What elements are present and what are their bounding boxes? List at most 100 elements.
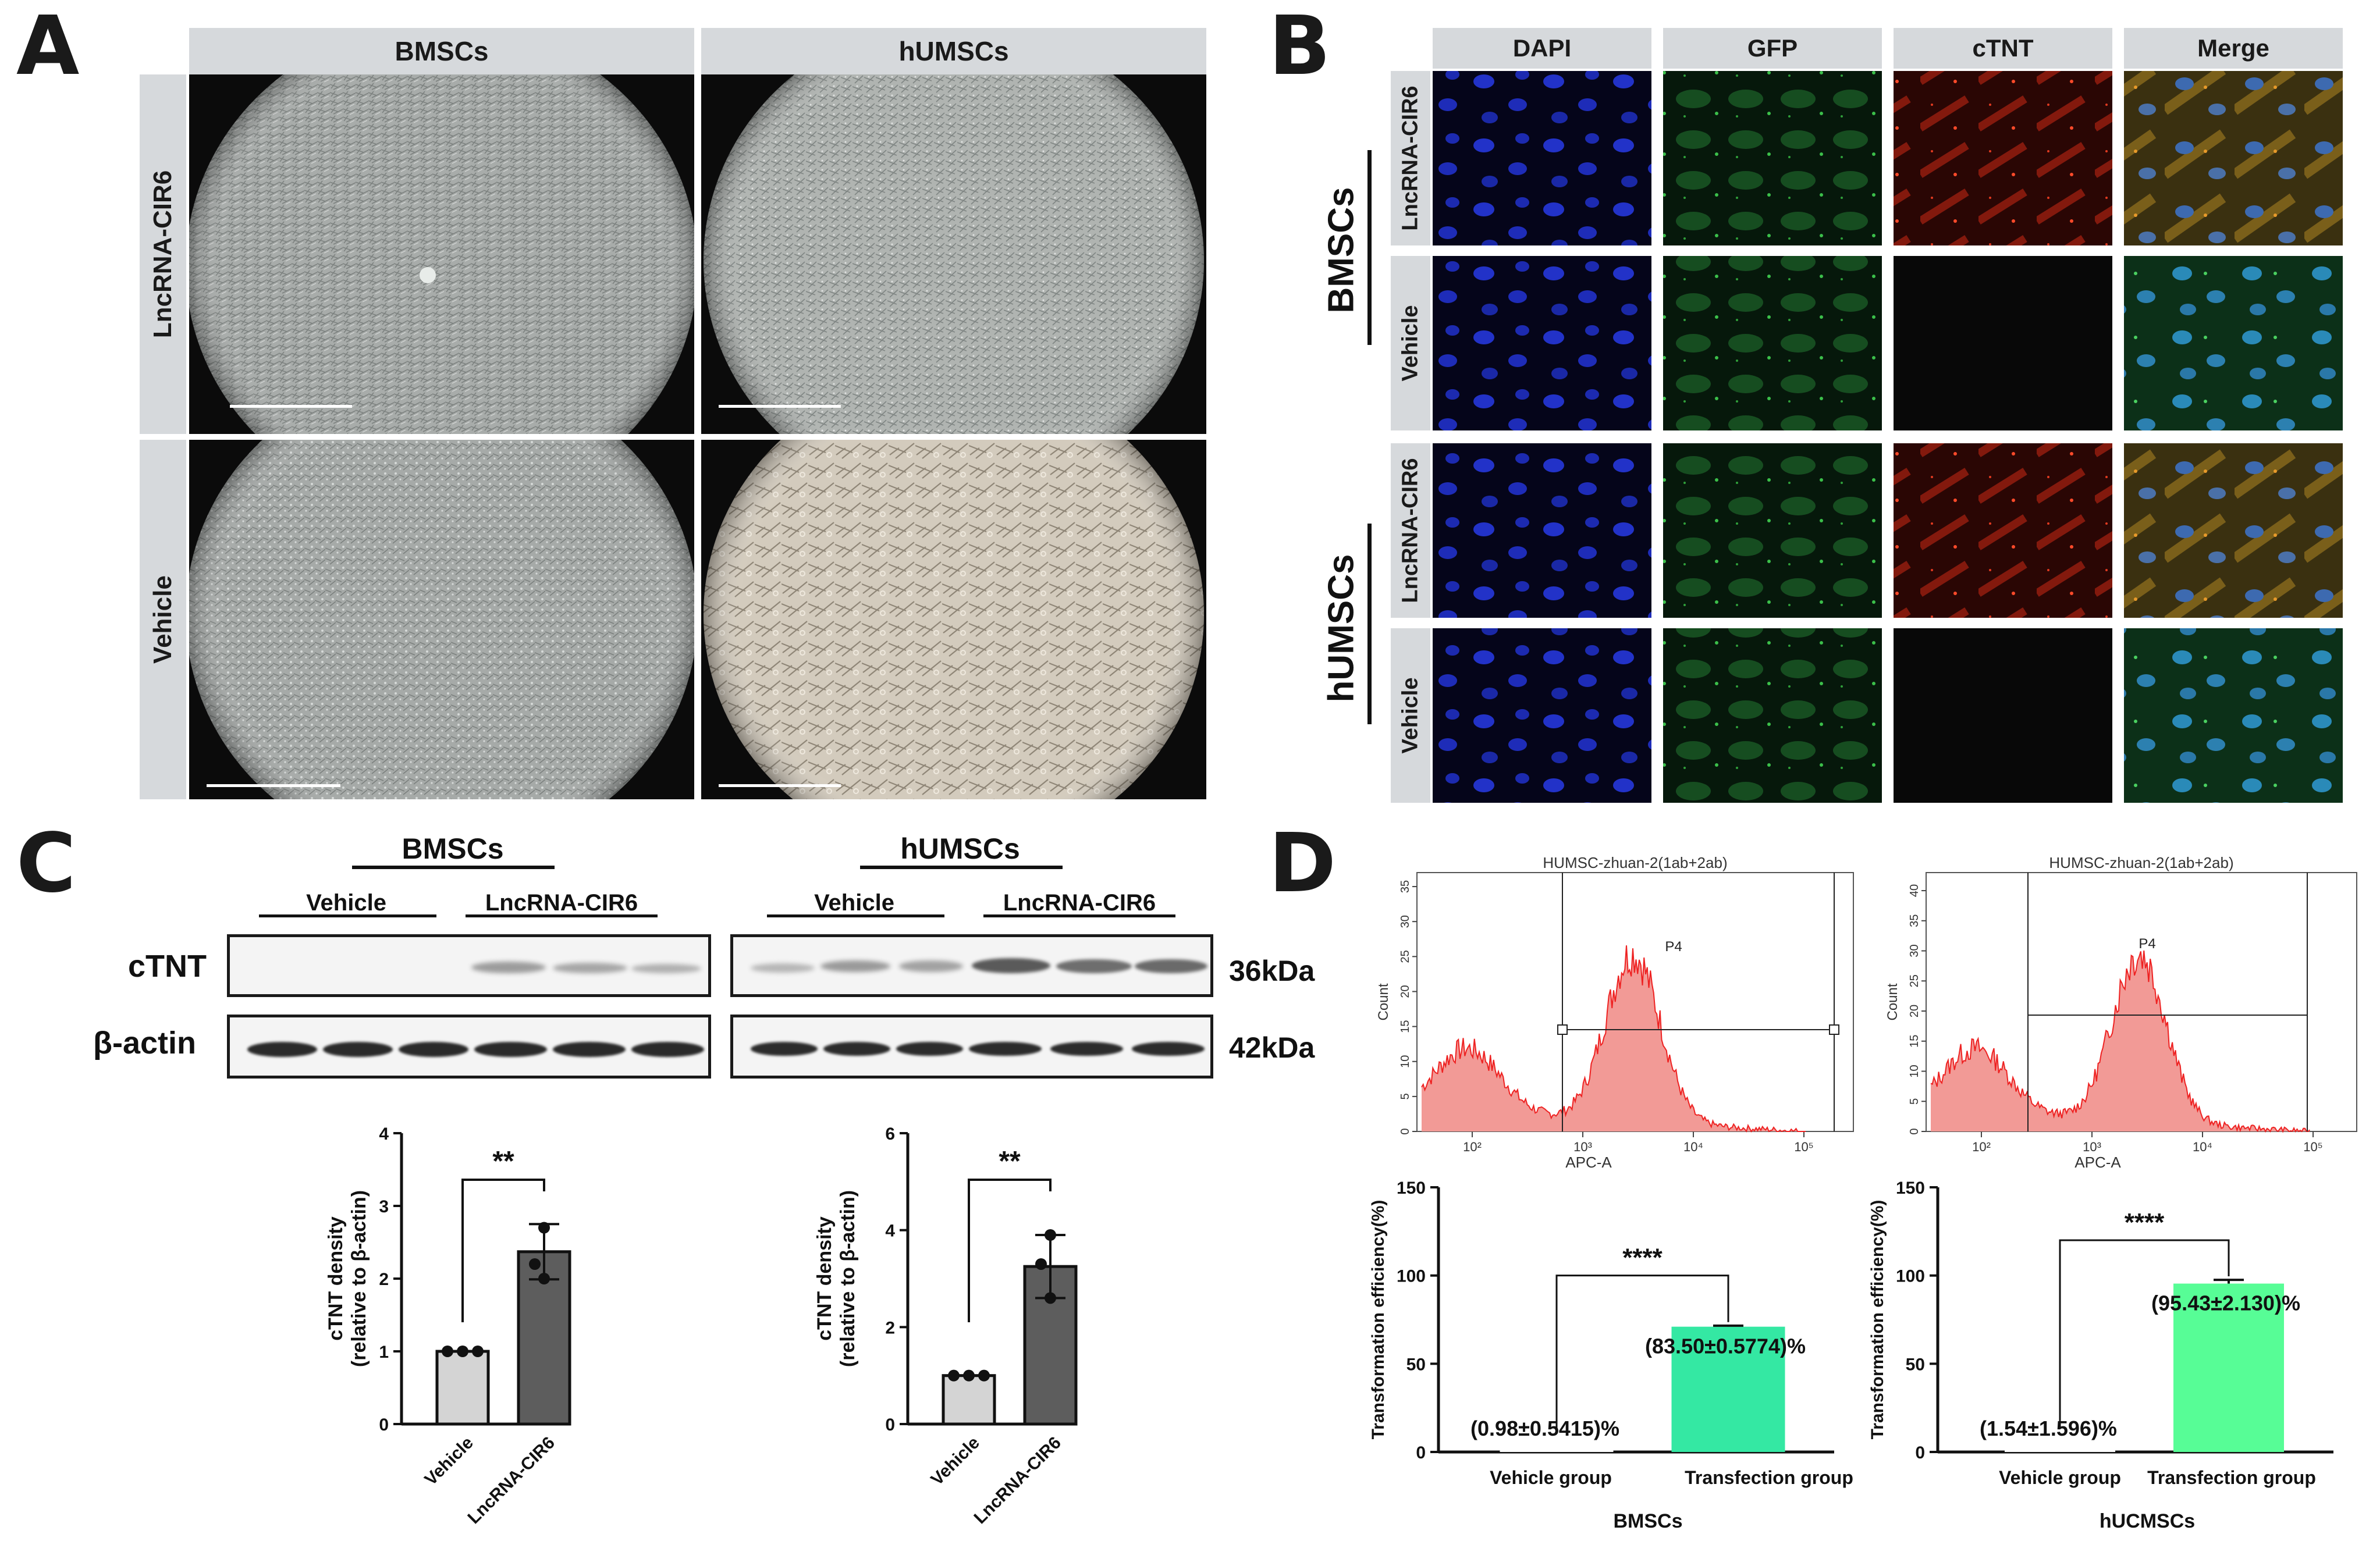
y-tick-label: 40 bbox=[1908, 884, 1921, 897]
blot-band bbox=[972, 958, 1050, 973]
fluorescence-grid bbox=[1433, 71, 2343, 803]
blot-actin-bmscs bbox=[227, 1015, 711, 1079]
y-tick-label: 2 bbox=[379, 1270, 389, 1289]
blot-band bbox=[631, 964, 701, 973]
chart-d-left: 0 50 100 150 Transformation efficiency(%) Veh… bbox=[1369, 1179, 1853, 1532]
x-tick-label: 10⁴ bbox=[1683, 1140, 1703, 1154]
col-header-dapi: DAPI bbox=[1433, 28, 1651, 69]
blot-band bbox=[823, 1042, 890, 1056]
y-tick-label: 100 bbox=[1397, 1267, 1426, 1286]
flow-histogram: HUMSC-zhuan-2(1ab+2ab) 0 5 10 15 20 25 30 35 Coun… bbox=[1376, 854, 1854, 1171]
micrograph-bmscs-lncrna bbox=[189, 74, 694, 434]
significance-bracket bbox=[1555, 1275, 1729, 1429]
y-tick-label: 4 bbox=[379, 1124, 389, 1144]
row-label-beta-actin: β-actin bbox=[93, 1026, 196, 1060]
x-tick-label: Vehicle group bbox=[1999, 1467, 2121, 1488]
y-tick-label: 30 bbox=[1399, 915, 1412, 928]
ctnt-image bbox=[1894, 443, 2112, 618]
y-tick-label: 150 bbox=[1896, 1179, 1925, 1198]
data-point bbox=[529, 1258, 541, 1270]
dapi-image bbox=[1433, 443, 1651, 618]
col-header-ctnt: cTNT bbox=[1894, 28, 2112, 69]
x-axis-label: APC-A bbox=[1565, 1154, 1612, 1171]
data-point bbox=[1045, 1229, 1056, 1241]
blot-band bbox=[631, 1042, 704, 1057]
gfp-image bbox=[1663, 628, 1882, 803]
gate-label: P4 bbox=[1665, 939, 1682, 955]
micrograph-humscs-vehicle bbox=[701, 440, 1206, 799]
y-tick-label: 5 bbox=[1908, 1098, 1921, 1105]
x-tick-label: 10² bbox=[1463, 1140, 1482, 1154]
blot-band bbox=[474, 1042, 547, 1057]
y-tick-label: 10 bbox=[1399, 1055, 1412, 1068]
merge-image bbox=[2124, 71, 2343, 245]
significance-stars: **** bbox=[2125, 1208, 2165, 1237]
y-tick-label: 20 bbox=[1908, 1005, 1921, 1017]
data-point bbox=[472, 1346, 484, 1357]
y-tick-label: 35 bbox=[1908, 914, 1921, 927]
dapi-image bbox=[1433, 628, 1651, 803]
y-tick-label: 20 bbox=[1399, 985, 1412, 998]
significance-bracket bbox=[2059, 1239, 2230, 1429]
group-bracket bbox=[1367, 150, 1372, 345]
value-label: (95.43±2.130)% bbox=[2151, 1291, 2300, 1315]
significance-bracket bbox=[968, 1179, 1052, 1322]
scale-bar bbox=[719, 405, 841, 408]
blot-band bbox=[969, 1042, 1042, 1056]
micrograph-field bbox=[704, 74, 1204, 434]
micrograph-bmscs-vehicle bbox=[189, 440, 694, 799]
y-tick-label: 100 bbox=[1896, 1267, 1925, 1286]
y-axis-label: Transformation efficiency(%) bbox=[1868, 1200, 1887, 1440]
y-axis-label: cTNT density(relative to β-actin) bbox=[814, 1190, 859, 1367]
micrograph-field bbox=[189, 440, 694, 799]
col-header-bmscs: BMSCs bbox=[189, 28, 694, 74]
lane-label-lncrna: LncRNA-CIR6 bbox=[1003, 890, 1156, 916]
lane-underline bbox=[767, 914, 944, 917]
y-tick-label: 0 bbox=[379, 1415, 389, 1435]
panel-letter-c: C bbox=[16, 816, 76, 911]
bar bbox=[1671, 1326, 1785, 1452]
blot-band bbox=[553, 963, 627, 973]
ctnt-image bbox=[1894, 256, 2112, 430]
blot-group-bmscs: BMSCs bbox=[402, 832, 504, 865]
x-tick-label: Transfection group bbox=[1685, 1467, 1853, 1488]
micrograph-field bbox=[189, 74, 694, 434]
row-header-vehicle: Vehicle bbox=[1391, 628, 1430, 803]
gfp-image bbox=[1663, 256, 1882, 430]
y-tick-label: 0 bbox=[1915, 1443, 1925, 1462]
blot-band bbox=[1050, 1042, 1123, 1056]
row-header-lncrna: LncRNA-CIR6 bbox=[1391, 71, 1430, 245]
value-label: (0.98±0.5415)% bbox=[1470, 1416, 1619, 1440]
bar bbox=[2005, 1449, 2115, 1452]
col-header-gfp: GFP bbox=[1663, 28, 1882, 69]
dapi-image bbox=[1433, 256, 1651, 430]
chart-d-right: 0 50 100 150 Transformation efficiency(%) Veh… bbox=[1868, 1179, 2333, 1532]
y-axis-label: Count bbox=[1376, 983, 1391, 1020]
data-point bbox=[538, 1222, 550, 1234]
data-point bbox=[538, 1273, 550, 1284]
blot-ctnt-humscs bbox=[730, 934, 1213, 997]
y-tick-label: 25 bbox=[1908, 974, 1921, 987]
row-header-vehicle: Vehicle bbox=[1391, 256, 1430, 430]
value-label: (83.50±0.5774)% bbox=[1645, 1334, 1806, 1358]
gate-label: P4 bbox=[2139, 936, 2155, 952]
blot-band bbox=[820, 960, 890, 972]
significance-stars: **** bbox=[1622, 1244, 1663, 1272]
histogram-fill bbox=[1931, 951, 2310, 1131]
blot-band bbox=[751, 963, 815, 973]
data-point bbox=[1035, 1258, 1047, 1270]
y-tick-label: 0 bbox=[885, 1415, 895, 1435]
gate-handle bbox=[1557, 1024, 1568, 1035]
y-tick-label: 35 bbox=[1399, 880, 1412, 893]
blot-band bbox=[471, 962, 546, 973]
y-tick-label: 0 bbox=[1908, 1128, 1921, 1134]
x-tick-label: Transfection group bbox=[2147, 1467, 2316, 1488]
blot-band bbox=[899, 960, 963, 972]
scale-bar bbox=[207, 784, 340, 787]
col-header-humscs: hUMSCs bbox=[701, 28, 1206, 74]
y-tick-label: 15 bbox=[1399, 1020, 1412, 1033]
y-tick-label: 150 bbox=[1397, 1179, 1426, 1198]
ctnt-image bbox=[1894, 628, 2112, 803]
lane-label-lncrna: LncRNA-CIR6 bbox=[485, 890, 638, 916]
